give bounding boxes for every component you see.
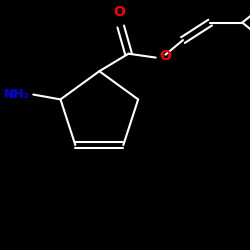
Text: O: O [113, 5, 125, 19]
Text: NH₂: NH₂ [4, 88, 30, 101]
Text: O: O [160, 49, 172, 63]
